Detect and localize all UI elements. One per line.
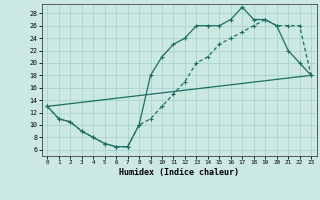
X-axis label: Humidex (Indice chaleur): Humidex (Indice chaleur) — [119, 168, 239, 177]
